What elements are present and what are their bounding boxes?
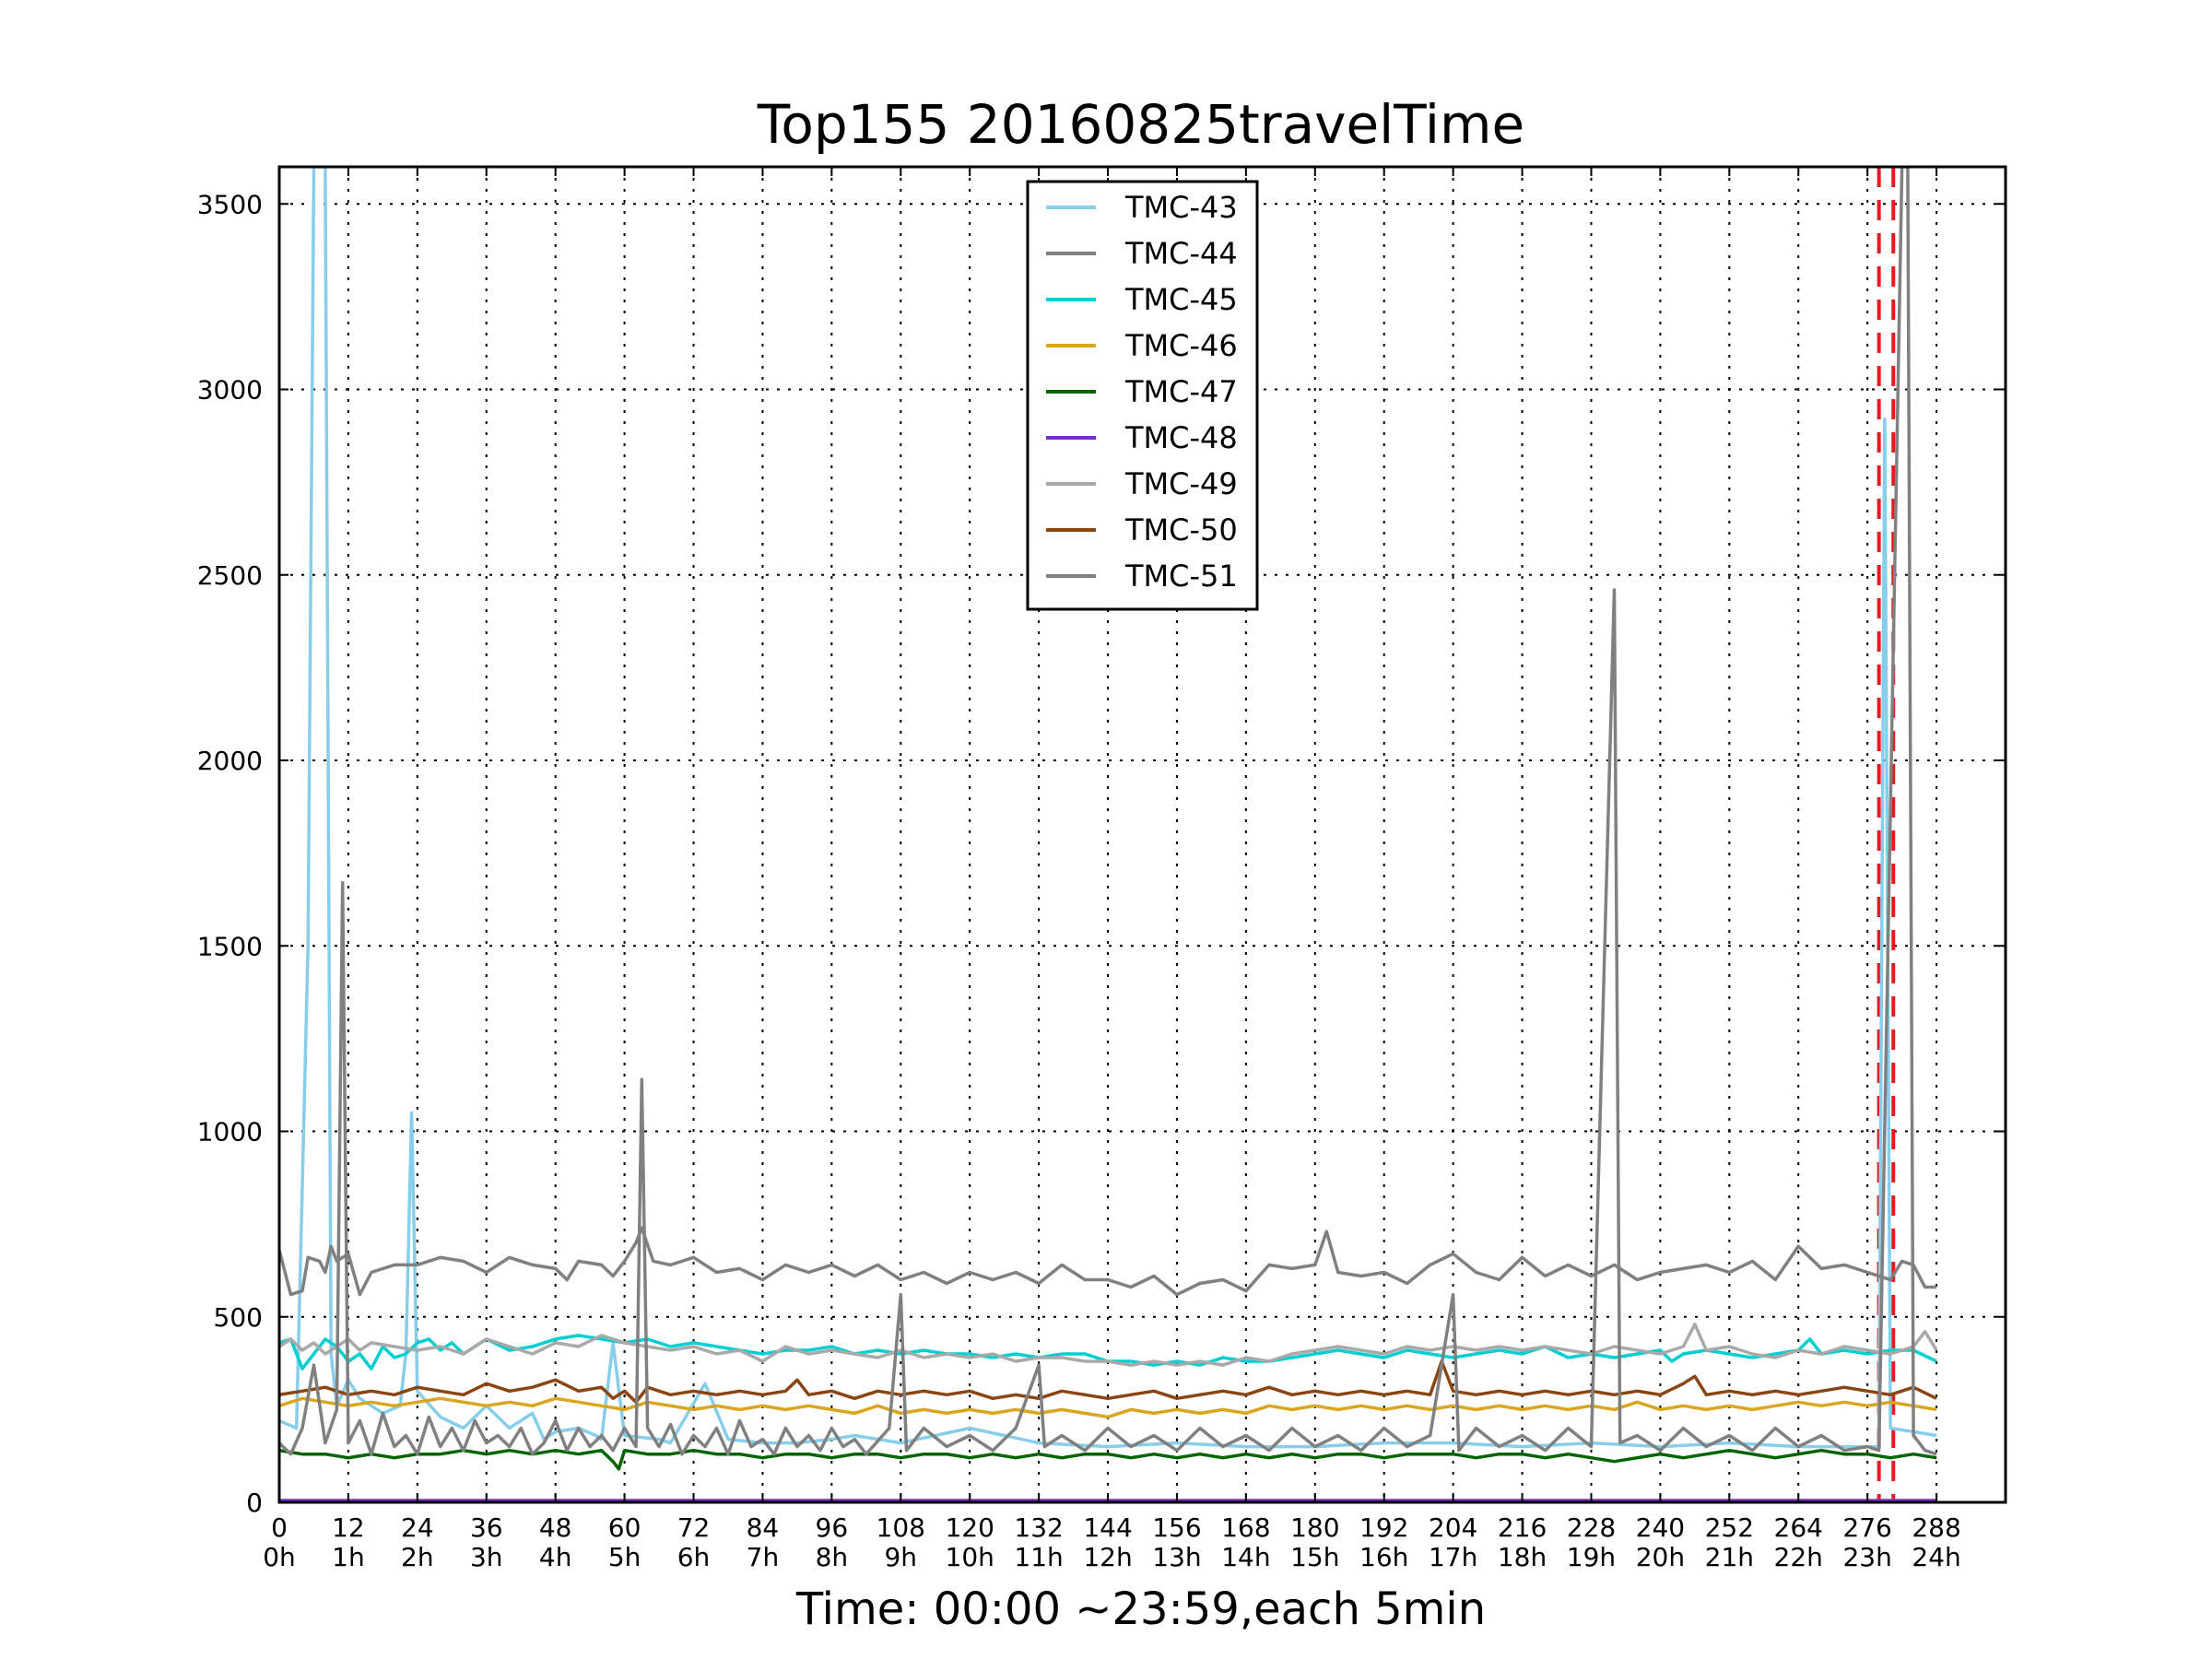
y-tick-label: 3000 [197, 375, 263, 406]
x-tick-label: 264 [1774, 1512, 1823, 1543]
legend-label: TMC-45 [1124, 282, 1238, 317]
y-tick-label: 0 [246, 1488, 263, 1518]
y-tick-label: 1000 [197, 1117, 263, 1147]
x-tick-label: 24 [401, 1512, 434, 1543]
legend-label: TMC-50 [1124, 512, 1238, 547]
x-tick-hour-label: 7h [747, 1542, 780, 1572]
x-tick-label: 0 [271, 1512, 288, 1543]
x-tick-hour-label: 20h [1636, 1542, 1685, 1572]
series-line-tmc-43 [279, 167, 1937, 1449]
x-tick-hour-label: 23h [1842, 1542, 1891, 1572]
legend-label: TMC-49 [1124, 466, 1238, 501]
x-tick-hour-label: 5h [608, 1542, 641, 1572]
x-tick-hour-label: 22h [1774, 1542, 1823, 1572]
legend-label: TMC-43 [1124, 190, 1238, 225]
x-tick-hour-label: 16h [1359, 1542, 1408, 1572]
y-tick-label: 3500 [197, 189, 263, 219]
x-tick-label: 96 [816, 1512, 849, 1543]
legend-label: TMC-46 [1124, 328, 1238, 363]
chart-title: Top155 20160825travelTime [757, 93, 1524, 156]
x-tick-hour-label: 17h [1429, 1542, 1477, 1572]
x-tick-hour-label: 21h [1705, 1542, 1754, 1572]
series-line-tmc-44 [279, 1226, 1937, 1297]
x-tick-label: 288 [1912, 1512, 1960, 1543]
x-tick-label: 120 [945, 1512, 994, 1543]
legend: TMC-43 TMC-44 TMC-45 TMC-46 TMC-47 TMC-48 TMC-… [1026, 180, 1259, 611]
x-tick-hour-label: 8h [816, 1542, 849, 1572]
x-tick-label: 144 [1083, 1512, 1132, 1543]
y-tick-label: 500 [214, 1302, 263, 1333]
x-tick-hour-label: 14h [1221, 1542, 1270, 1572]
x-tick-label: 228 [1567, 1512, 1616, 1543]
x-tick-hour-label: 11h [1014, 1542, 1063, 1572]
x-tick-label: 72 [677, 1512, 711, 1543]
x-tick-label: 48 [539, 1512, 572, 1543]
x-tick-label: 36 [470, 1512, 503, 1543]
x-tick-label: 12 [332, 1512, 365, 1543]
x-tick-hour-label: 3h [470, 1542, 503, 1572]
legend-label: TMC-44 [1124, 236, 1238, 271]
series-line-tmc-46 [279, 1396, 1937, 1419]
x-tick-label: 60 [608, 1512, 641, 1543]
legend-label: TMC-47 [1124, 374, 1238, 409]
x-tick-label: 240 [1636, 1512, 1685, 1543]
series-line-tmc-47 [279, 1448, 1937, 1471]
x-tick-hour-label: 15h [1290, 1542, 1339, 1572]
x-tick-label: 252 [1705, 1512, 1754, 1543]
x-tick-hour-label: 12h [1083, 1542, 1132, 1572]
y-tick-label: 2000 [197, 746, 263, 776]
x-tick-label: 84 [747, 1512, 780, 1543]
x-tick-hour-label: 9h [884, 1542, 917, 1572]
x-tick-hour-label: 6h [677, 1542, 711, 1572]
x-tick-hour-label: 19h [1567, 1542, 1616, 1572]
x-tick-label: 204 [1429, 1512, 1477, 1543]
x-tick-label: 156 [1152, 1512, 1201, 1543]
x-tick-label: 132 [1014, 1512, 1063, 1543]
x-tick-hour-label: 18h [1498, 1542, 1547, 1572]
x-tick-hour-label: 10h [946, 1542, 994, 1572]
x-tick-label: 108 [877, 1512, 925, 1543]
x-tick-label: 276 [1842, 1512, 1891, 1543]
series-line-tmc-50 [279, 1359, 1937, 1405]
x-tick-hour-label: 4h [539, 1542, 572, 1572]
legend-label: TMC-48 [1124, 420, 1238, 455]
plot-area-frame [277, 165, 2007, 1504]
x-tick-label: 216 [1498, 1512, 1547, 1543]
x-tick-hour-label: 0h [263, 1542, 296, 1572]
x-tick-hour-label: 13h [1152, 1542, 1201, 1572]
x-tick-hour-label: 1h [332, 1542, 365, 1572]
y-tick-label: 1500 [197, 931, 263, 961]
x-tick-label: 192 [1359, 1512, 1408, 1543]
x-axis-label: Time: 00:00 ~23:59,each 5min [795, 1583, 1486, 1635]
x-tick-hour-label: 24h [1912, 1542, 1960, 1572]
x-tick-hour-label: 2h [401, 1542, 434, 1572]
y-tick-label: 2500 [197, 560, 263, 591]
x-tick-label: 168 [1221, 1512, 1270, 1543]
legend-label: TMC-51 [1124, 559, 1238, 594]
series-line-tmc-49 [279, 1323, 1938, 1367]
x-tick-label: 180 [1290, 1512, 1339, 1543]
series-line-tmc-51 [279, 167, 1937, 1456]
